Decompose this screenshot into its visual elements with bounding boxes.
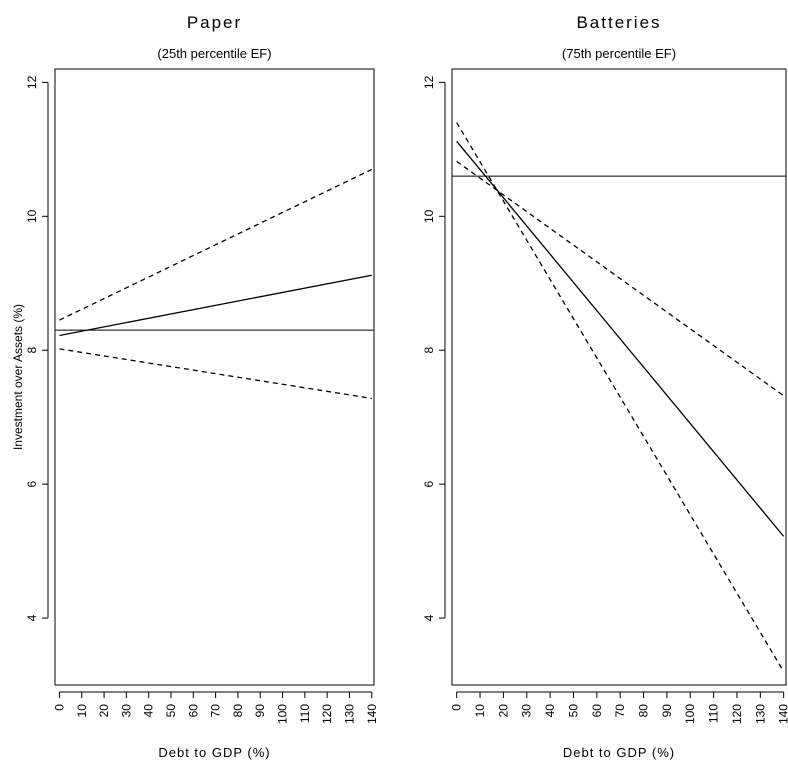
x-tick-label: 70 [613, 704, 627, 718]
x-tick-label: 80 [637, 704, 651, 718]
confidence-bound-line [59, 348, 372, 400]
y-tick-label: 6 [25, 480, 39, 487]
y-tick-label: 12 [25, 75, 39, 89]
x-tick-label: 40 [142, 704, 156, 718]
x-tick-label: 100 [276, 704, 290, 724]
x-tick-label: 110 [298, 704, 312, 723]
y-tick-label: 10 [422, 209, 436, 223]
x-tick-label: 40 [543, 704, 557, 718]
x-tick-label: 10 [473, 704, 487, 718]
plot-frame [451, 68, 787, 686]
x-tick-label: 120 [730, 704, 744, 724]
chart-title: Batteries [576, 13, 661, 32]
x-axis-label: Debt to GDP (%) [158, 745, 270, 760]
x-tick-label: 50 [566, 704, 580, 718]
y-tick-label: 10 [25, 209, 39, 223]
x-tick-label: 30 [119, 704, 133, 718]
x-tick-label: 50 [164, 704, 178, 718]
x-tick-label: 30 [520, 704, 534, 718]
confidence-bound-line [456, 160, 785, 397]
x-tick-label: 0 [450, 704, 464, 711]
y-tick-label: 8 [25, 347, 39, 354]
y-tick-label: 8 [422, 347, 436, 354]
y-axis-label: Investment over Assets (%) [11, 304, 25, 450]
x-tick-label: 60 [186, 704, 200, 718]
x-tick-label: 130 [342, 704, 356, 724]
x-tick-label: 20 [496, 704, 510, 718]
y-tick-label: 4 [422, 614, 436, 621]
x-tick-label: 20 [97, 704, 111, 718]
chart-title: Paper [187, 13, 242, 32]
y-tick-label: 4 [25, 614, 39, 621]
y-tick-label: 6 [422, 480, 436, 487]
x-tick-label: 90 [660, 704, 674, 718]
marginal-effect-line [59, 274, 372, 337]
plot-frame [54, 68, 375, 686]
chart-subtitle: (25th percentile EF) [157, 46, 271, 61]
x-tick-label: 120 [320, 704, 334, 724]
confidence-bound-line [59, 168, 373, 321]
confidence-bound-line [456, 122, 785, 672]
chart-subtitle: (75th percentile EF) [562, 46, 676, 61]
x-tick-label: 60 [590, 704, 604, 718]
x-tick-label: 130 [753, 704, 767, 724]
x-tick-label: 90 [253, 704, 267, 718]
x-tick-label: 70 [209, 704, 223, 718]
x-tick-label: 100 [683, 704, 697, 724]
x-tick-label: 0 [52, 704, 66, 711]
x-tick-label: 80 [231, 704, 245, 718]
x-tick-label: 110 [707, 704, 721, 723]
marginal-effect-line [456, 140, 785, 537]
x-tick-label: 140 [777, 704, 788, 724]
y-tick-label: 12 [422, 75, 436, 89]
x-tick-label: 140 [365, 704, 379, 724]
x-tick-label: 10 [75, 704, 89, 718]
x-axis-label: Debt to GDP (%) [563, 745, 675, 760]
